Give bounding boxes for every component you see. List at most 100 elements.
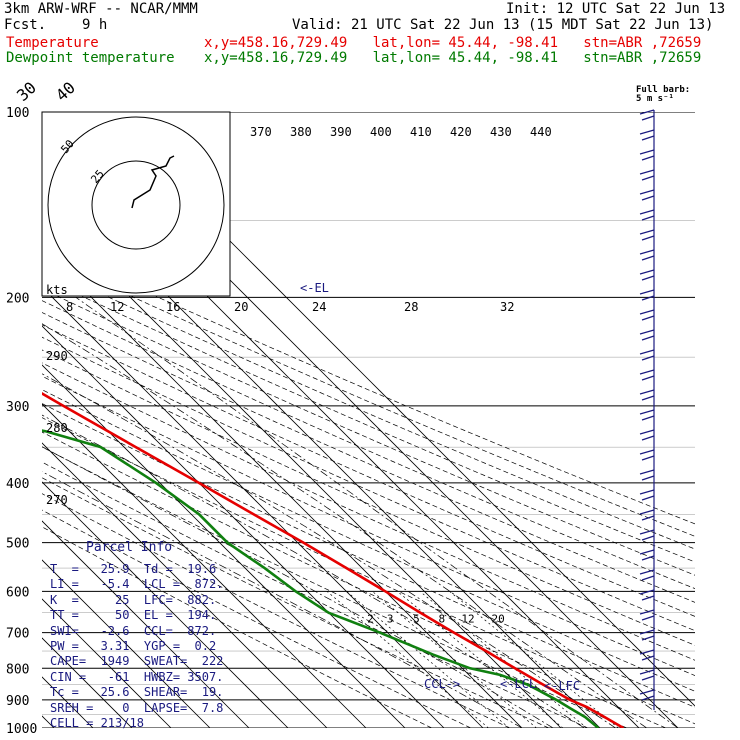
wind-barb-flag	[639, 229, 655, 235]
wind-barb-flag	[639, 169, 655, 175]
dry-adiabat-line	[42, 349, 695, 646]
temperature-legend: Temperature	[6, 35, 99, 51]
pressure-label: 400	[6, 477, 29, 492]
wind-barb-flag	[639, 209, 655, 215]
dry-adiabat-line	[42, 509, 471, 728]
wind-barb-flag	[641, 295, 655, 301]
mixing-ratio-label: 5	[413, 613, 420, 626]
dry-adiabat-line	[42, 243, 695, 525]
mixing-ratio-line	[397, 591, 564, 728]
sounding-layer	[42, 391, 625, 728]
el-label: <-EL	[300, 281, 329, 295]
isotherm-line	[42, 286, 484, 728]
dry-adiabat-line	[42, 431, 666, 728]
theta-label: 410	[410, 125, 432, 139]
theta-label: 380	[290, 125, 312, 139]
dry-adiabat-line	[42, 493, 510, 728]
wind-barb-flag	[641, 475, 655, 481]
wind-barb-flag	[639, 109, 655, 115]
dry-adiabat-line	[42, 336, 695, 632]
parcel-info-row: LI = -5.4 LCL = 872.	[50, 577, 224, 592]
wind-barb-flag	[639, 609, 655, 615]
wind-barb-flag	[639, 289, 655, 295]
init-time: Init: 12 UTC Sat 22 Jun 13	[506, 1, 726, 17]
dry-adiabat-line	[42, 362, 695, 661]
temperature-curve	[42, 391, 625, 728]
wind-barb-flag	[641, 575, 655, 581]
wind-barb-flag	[639, 509, 655, 515]
mixing-ratio-label: 20	[491, 613, 504, 626]
isotherm-line	[42, 442, 328, 728]
isotherm-line	[42, 559, 211, 728]
barb-legend-line1: Full barb:	[636, 85, 691, 95]
wind-barb-flag	[639, 129, 655, 135]
parcel-info-row: T = 25.9 Td = 19.6	[50, 562, 217, 576]
pressure-label: 700	[6, 627, 29, 642]
wind-barb-flag	[641, 615, 655, 621]
hodograph-unit-label: kts	[46, 283, 68, 297]
dewpoint-location: x,y=458.16,729.49 lat,lon= 45.44, -98.41…	[204, 50, 702, 66]
wind-barb-flag	[641, 355, 655, 361]
wind-barb-flag	[639, 349, 655, 355]
dry-adiabat-line	[42, 300, 695, 589]
isotherm-line	[42, 364, 406, 728]
wind-barb-flag	[639, 589, 655, 595]
moist-adiabat-line	[75, 297, 679, 728]
mixing-ratio-line	[372, 591, 537, 728]
hodograph-ring	[47, 116, 225, 294]
hodograph-axis-label: 20	[234, 300, 248, 314]
hodograph-ring	[91, 160, 181, 250]
valid-time: Valid: 21 UTC Sat 22 Jun 13 (15 MDT Sat …	[292, 17, 714, 33]
wind-barb-flag	[641, 135, 655, 141]
hodograph-axis-label: 32	[500, 300, 514, 314]
wind-barb-flag	[641, 235, 655, 241]
wind-barb-flag	[641, 175, 655, 181]
wind-barb-flag	[641, 215, 655, 221]
wind-barb-flag	[641, 595, 655, 601]
theta-label-left: 290	[46, 349, 68, 363]
pressure-label: 600	[6, 585, 29, 600]
theta-label: 420	[450, 125, 472, 139]
pressure-label: 500	[6, 537, 29, 552]
wind-barb-flag	[641, 275, 655, 281]
wind-barb-flag	[641, 655, 655, 661]
wind-barb-flag	[639, 309, 655, 315]
moist-adiabat-line	[42, 414, 585, 728]
pressure-label: 800	[6, 662, 29, 677]
hodograph-frame	[41, 111, 231, 297]
theta-label: 430	[490, 125, 512, 139]
pressure-label: 300	[6, 400, 29, 415]
wind-barb-flag	[639, 489, 655, 495]
wind-barb-flag	[641, 695, 655, 701]
dry-adiabat-line	[42, 403, 695, 708]
wind-barb-flag	[641, 115, 655, 121]
mixing-ratio-line	[419, 591, 588, 728]
theta-label: 440	[530, 125, 552, 139]
hodograph-trace	[131, 155, 175, 209]
wind-barb-flag	[641, 535, 655, 541]
hodograph-axis-label: 16	[166, 300, 180, 314]
wind-barb-flag	[639, 529, 655, 535]
isotherm-line	[42, 598, 172, 728]
parcel-info-row: CELL = 213/18	[50, 716, 144, 730]
wind-barb-flag	[639, 669, 655, 675]
forecast-label: Fcst.	[4, 17, 47, 33]
wind-barb-flag	[641, 195, 655, 201]
wind-barb-flag	[641, 155, 655, 161]
wind-barb-flag	[641, 255, 655, 261]
wind-barb-flag	[639, 249, 655, 255]
moist-adiabat-line	[42, 446, 554, 728]
wind-barb-flag	[641, 495, 655, 501]
temperature-location: x,y=458.16,729.49 lat,lon= 45.44, -98.41…	[204, 35, 702, 51]
barb-legend: Full barb: 5 m s⁻¹	[636, 86, 690, 104]
wind-barb-flag	[639, 389, 655, 395]
wind-barb-flag	[639, 689, 655, 695]
wind-barb-flag	[639, 569, 655, 575]
pressure-label: 1000	[6, 722, 37, 737]
parcel-info-title: Parcel Info	[86, 540, 173, 555]
dry-adiabat-line	[42, 526, 432, 728]
grid-layer	[42, 112, 695, 728]
model-title: 3km ARW-WRF -- NCAR/MMM	[4, 1, 198, 17]
mixing-ratio-line	[449, 591, 619, 728]
